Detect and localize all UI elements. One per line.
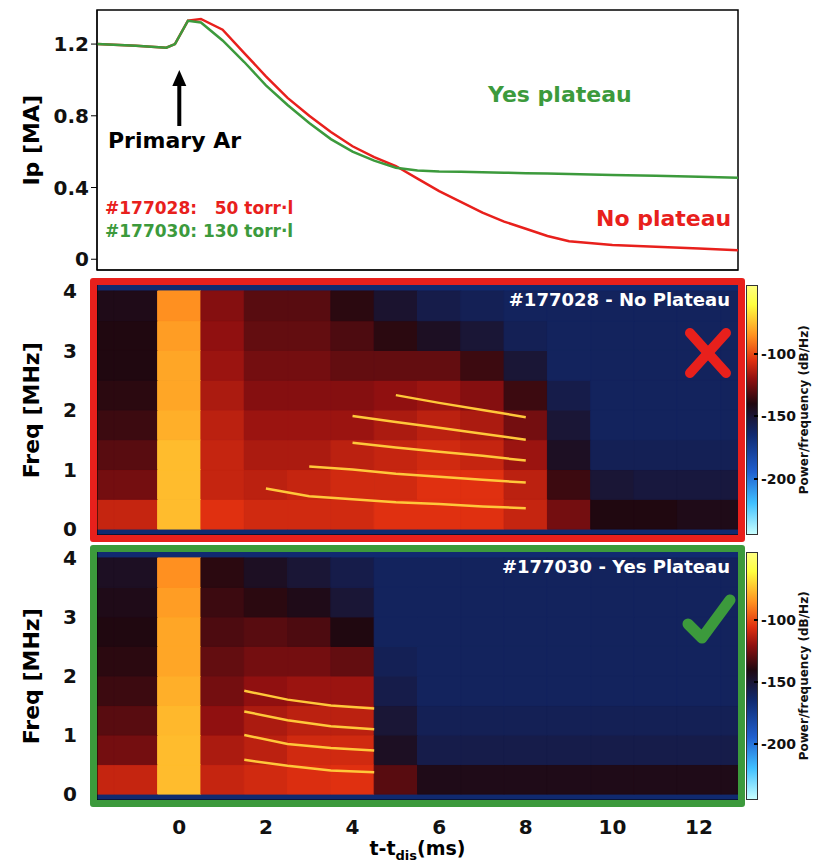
html-text:-200: -200 bbox=[761, 470, 796, 487]
html-text:-150: -150 bbox=[761, 408, 796, 425]
svg-text:10: 10 bbox=[598, 815, 626, 839]
html-text:-100: -100 bbox=[761, 612, 796, 629]
svg-text:8: 8 bbox=[519, 815, 533, 839]
html-text:Freq [MHz]: Freq [MHz] bbox=[18, 608, 44, 744]
html-text:#177028: 50 torr·l: #177028: 50 torr·l bbox=[105, 198, 294, 218]
html-text:Yes plateau: Yes plateau bbox=[488, 82, 632, 107]
svg-text:12: 12 bbox=[685, 815, 713, 839]
svg-text:0: 0 bbox=[63, 517, 77, 541]
html-text:Power/frequency (dB/Hz): Power/frequency (dB/Hz) bbox=[797, 325, 812, 495]
svg-text:4: 4 bbox=[63, 279, 77, 303]
html-text:Primary Ar: Primary Ar bbox=[108, 128, 241, 153]
svg-text:0: 0 bbox=[63, 782, 77, 806]
html-text:Power/frequency (dB/Hz): Power/frequency (dB/Hz) bbox=[797, 591, 812, 761]
svg-text:2: 2 bbox=[63, 664, 77, 688]
svg-text:3: 3 bbox=[63, 339, 77, 363]
html-text:t-tdis(ms): t-tdis(ms) bbox=[369, 837, 466, 863]
svg-text:1.2: 1.2 bbox=[54, 32, 89, 56]
svg-text:0: 0 bbox=[75, 247, 89, 271]
svg-text:2: 2 bbox=[63, 398, 77, 422]
svg-text:1: 1 bbox=[63, 723, 77, 747]
svg-text:2: 2 bbox=[259, 815, 273, 839]
svg-text:0.4: 0.4 bbox=[54, 176, 89, 200]
svg-text:3: 3 bbox=[63, 605, 77, 629]
html-text:#177028 - No Plateau: #177028 - No Plateau bbox=[508, 289, 730, 310]
html-text:No plateau: No plateau bbox=[596, 206, 732, 231]
html-text:Freq [MHz]: Freq [MHz] bbox=[18, 342, 44, 478]
svg-text:6: 6 bbox=[432, 815, 446, 839]
html-text:Ip [MA]: Ip [MA] bbox=[18, 94, 44, 186]
html-text:-200: -200 bbox=[761, 736, 796, 753]
html-text:#177030: 130 torr·l: #177030: 130 torr·l bbox=[105, 221, 294, 241]
svg-text:1: 1 bbox=[63, 458, 77, 482]
svg-text:0: 0 bbox=[172, 815, 186, 839]
svg-text:0.8: 0.8 bbox=[54, 104, 89, 128]
svg-text:4: 4 bbox=[63, 546, 77, 570]
svg-text:4: 4 bbox=[346, 815, 360, 839]
html-text:#177030 - Yes Plateau: #177030 - Yes Plateau bbox=[501, 556, 730, 577]
html-text:-100: -100 bbox=[761, 345, 796, 362]
html-text:-150: -150 bbox=[761, 674, 796, 691]
